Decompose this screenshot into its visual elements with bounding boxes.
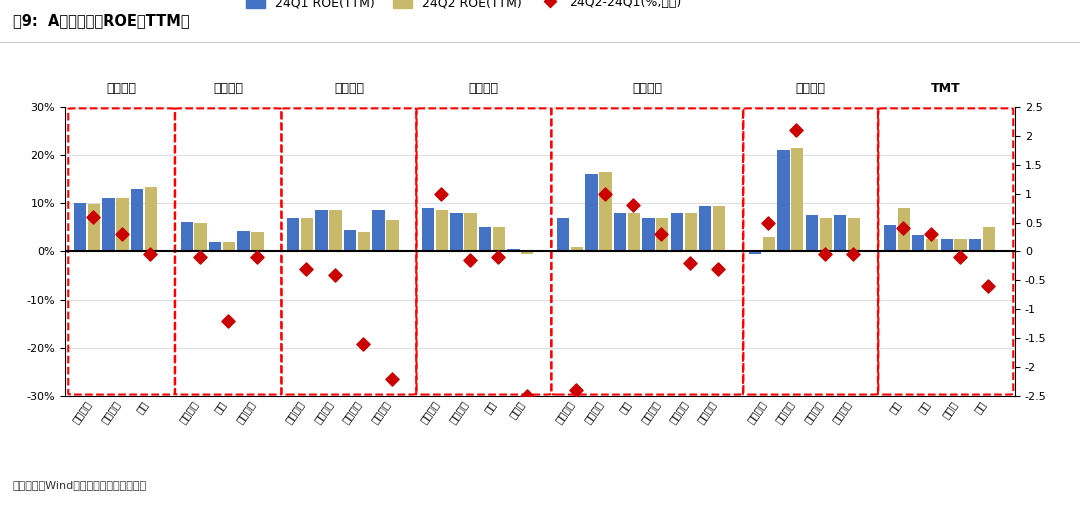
Point <box>248 253 266 261</box>
Bar <box>145 187 157 251</box>
Bar <box>238 231 249 251</box>
Bar <box>373 210 384 251</box>
Text: 可选消费: 可选消费 <box>632 82 662 94</box>
Bar <box>87 204 100 251</box>
Point <box>383 375 401 383</box>
Bar <box>570 247 583 251</box>
Point <box>652 230 670 238</box>
Bar <box>357 232 370 251</box>
Point <box>816 250 834 259</box>
Bar <box>748 251 761 254</box>
Bar <box>685 213 697 251</box>
Bar <box>557 218 569 251</box>
Point <box>787 126 805 134</box>
Point <box>489 253 507 261</box>
Text: 必需消费: 必需消费 <box>796 82 826 94</box>
Bar <box>762 237 775 251</box>
Bar <box>926 239 939 251</box>
Bar <box>613 213 626 251</box>
Bar <box>883 225 896 251</box>
Text: 中游制造: 中游制造 <box>334 82 364 94</box>
Bar <box>180 221 193 251</box>
Point <box>354 340 372 348</box>
Bar <box>343 230 356 251</box>
Bar <box>222 242 235 251</box>
Point <box>894 224 912 232</box>
Bar <box>713 206 726 251</box>
Point <box>596 189 613 198</box>
Bar <box>131 189 144 251</box>
Bar <box>913 235 924 251</box>
Bar <box>657 218 669 251</box>
Bar <box>508 249 519 251</box>
Bar <box>897 208 909 251</box>
Point <box>461 256 478 264</box>
Bar <box>834 215 847 251</box>
Point <box>845 250 862 259</box>
Bar <box>627 213 640 251</box>
Bar <box>315 210 327 251</box>
Bar <box>436 210 448 251</box>
Bar <box>585 174 597 251</box>
Legend: 24Q1 ROE(TTM), 24Q2 ROE(TTM), 24Q2-24Q1(%,右轴): 24Q1 ROE(TTM), 24Q2 ROE(TTM), 24Q2-24Q1(… <box>241 0 687 14</box>
Bar <box>599 172 611 251</box>
Bar <box>252 232 264 251</box>
Bar <box>301 218 313 251</box>
Bar <box>103 199 114 251</box>
Point <box>141 250 159 259</box>
Bar <box>522 251 534 254</box>
Bar <box>983 228 995 251</box>
Bar <box>194 223 206 251</box>
Bar <box>492 228 505 251</box>
Bar <box>117 199 129 251</box>
Bar <box>791 148 804 251</box>
Point <box>681 259 699 267</box>
Bar <box>699 206 712 251</box>
Text: TMT: TMT <box>931 82 960 94</box>
Bar <box>450 213 462 251</box>
Bar <box>422 208 434 251</box>
Bar <box>848 218 861 251</box>
Bar <box>643 218 654 251</box>
Bar <box>969 239 982 251</box>
Point <box>759 218 777 227</box>
Bar <box>329 210 341 251</box>
Bar <box>287 218 299 251</box>
Point <box>518 392 536 400</box>
Bar <box>208 242 221 251</box>
Bar <box>941 239 953 251</box>
Bar <box>955 239 967 251</box>
Point <box>922 230 940 238</box>
Text: 数据来源：Wind，广发证券发展研究中心: 数据来源：Wind，广发证券发展研究中心 <box>13 480 147 490</box>
Point <box>191 253 208 261</box>
Point <box>219 317 237 325</box>
Point <box>326 271 343 279</box>
Bar <box>478 228 491 251</box>
Point <box>980 282 997 290</box>
Point <box>710 265 727 273</box>
Bar <box>671 213 683 251</box>
Point <box>298 265 315 273</box>
Point <box>433 189 450 198</box>
Bar <box>820 218 832 251</box>
Text: 中游材料: 中游材料 <box>213 82 243 94</box>
Text: 其他周期: 其他周期 <box>469 82 499 94</box>
Point <box>624 201 642 209</box>
Point <box>951 253 969 261</box>
Point <box>567 387 584 395</box>
Bar <box>75 203 86 251</box>
Bar <box>464 213 476 251</box>
Text: 图9:  A股一级行业ROE（TTM）: 图9: A股一级行业ROE（TTM） <box>13 13 190 28</box>
Bar <box>778 150 789 251</box>
Point <box>113 230 131 238</box>
Bar <box>387 220 399 251</box>
Point <box>84 213 102 221</box>
Text: 上游资源: 上游资源 <box>107 82 137 94</box>
Bar <box>806 215 818 251</box>
